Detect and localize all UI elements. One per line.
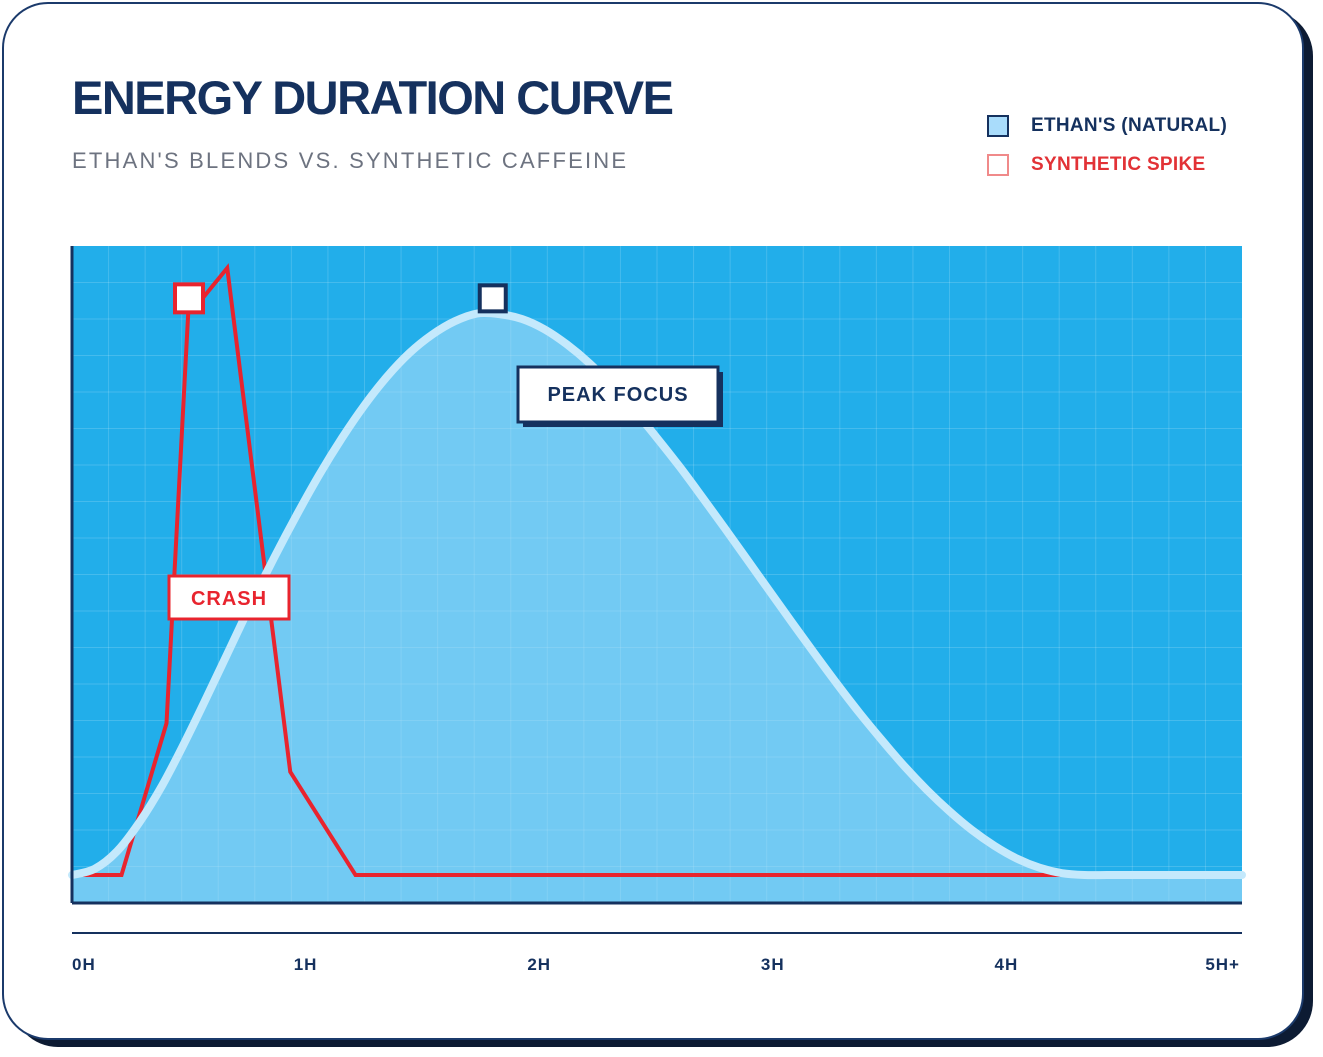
x-tick-label: 5H+ [1205,955,1240,974]
legend-swatch-synthetic [987,154,1009,176]
peak-annotation: PEAK FOCUS [477,283,723,427]
legend-item-natural: ETHAN'S (NATURAL) [987,115,1227,137]
legend-item-synthetic: SYNTHETIC SPIKE [987,154,1205,176]
legend-label-natural: ETHAN'S (NATURAL) [1031,115,1228,136]
legend-label-synthetic: SYNTHETIC SPIKE [1031,154,1206,175]
x-tick-label: 3H [761,955,785,974]
chart-subtitle: ETHAN'S BLENDS VS. SYNTHETIC CAFFEINE [72,148,629,173]
x-tick-label: 4H [995,955,1019,974]
crash-marker [173,282,205,315]
x-tick-label: 0H [72,955,96,974]
chart-title: ENERGY DURATION CURVE [72,71,674,124]
peak-marker [477,283,508,314]
x-tick-labels: 0H 1H 2H 3H 4H 5H+ [72,955,1240,974]
crash-label: CRASH [191,588,267,610]
x-tick-label: 1H [294,955,318,974]
crash-annotation: CRASH [167,282,291,621]
legend-swatch-natural [987,115,1009,137]
x-tick-label: 2H [527,955,551,974]
crash-label-box [167,574,291,621]
natural-area [72,312,1242,903]
peak-focus-label: PEAK FOCUS [547,384,688,406]
peak-label-box [516,365,720,424]
